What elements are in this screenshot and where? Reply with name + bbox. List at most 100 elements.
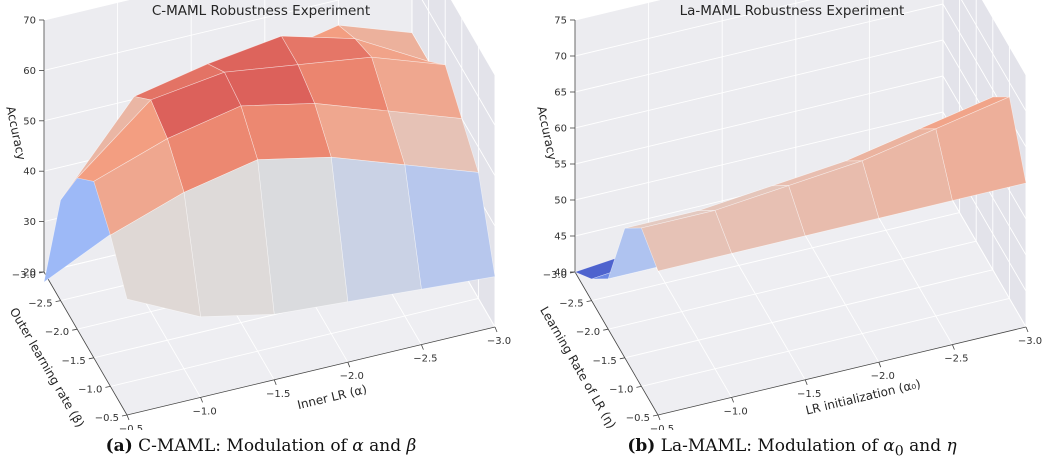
surface bbox=[43, 24, 496, 318]
z-tick-label: 65 bbox=[554, 88, 567, 99]
z-tick-label: 60 bbox=[23, 66, 36, 77]
x-tick-label: −1.0 bbox=[723, 406, 747, 417]
x-tick-label: −2.0 bbox=[340, 371, 364, 382]
y-tick-label: −1.0 bbox=[78, 384, 102, 395]
z-tick-label: 45 bbox=[554, 232, 567, 243]
x-tick-label: −1.0 bbox=[192, 406, 216, 417]
caption-a-var1: α bbox=[352, 436, 364, 456]
y-tick-label: −1.5 bbox=[62, 356, 86, 367]
z-tick-label: 75 bbox=[554, 16, 567, 27]
x-tick-mark bbox=[657, 414, 661, 421]
floor-pane bbox=[575, 184, 1026, 415]
x-tick-label: −2.5 bbox=[944, 354, 968, 365]
caption-b-and: and bbox=[909, 436, 942, 456]
grid-line bbox=[648, 254, 732, 398]
chart-panel-a: −0.5 −1.0 −1.5 −2.0 −2.5 −3.0 −0.5 −1.0 −1.5 −2.0… bbox=[0, 0, 522, 430]
y-tick-label: −2.0 bbox=[576, 327, 600, 338]
z-tick-label: 40 bbox=[23, 167, 36, 178]
z-tick-label: 30 bbox=[23, 217, 36, 228]
y-tick-mark bbox=[619, 357, 625, 360]
z-tick-label: 40 bbox=[554, 268, 567, 279]
x-tick-mark bbox=[1025, 326, 1029, 333]
x-tick-mark bbox=[731, 397, 734, 403]
tick-labels: −0.5 −1.0 −1.5 −2.0 −2.5 −3.0 −0.5 −1.0 −1.5 −2.0… bbox=[12, 16, 511, 431]
z-tick-label: 50 bbox=[554, 196, 567, 207]
grid-line bbox=[641, 297, 1010, 387]
x-tick-mark bbox=[421, 344, 424, 350]
grid-line bbox=[721, 236, 806, 381]
caption-a-tag: (a) bbox=[105, 436, 133, 456]
y-tick-mark bbox=[55, 300, 61, 302]
grid-line bbox=[608, 240, 977, 330]
y-tick-mark bbox=[88, 357, 94, 360]
z-tick-label: 70 bbox=[23, 16, 36, 27]
x-tick-mark bbox=[804, 379, 808, 385]
y-tick-label: −2.5 bbox=[559, 299, 583, 310]
caption-b-var1: α bbox=[883, 436, 895, 456]
y-tick-label: −2.0 bbox=[45, 327, 69, 338]
z-tick-label: 70 bbox=[554, 52, 567, 63]
z-tick-label: 20 bbox=[23, 268, 36, 279]
chart-panel-b: −0.5 −1.0 −1.5 −2.0 −2.5 −3.0 −0.5 −1.0 −1.5 −2.0… bbox=[531, 0, 1053, 430]
x-tick-label: −3.0 bbox=[487, 336, 511, 347]
x-tick-mark bbox=[126, 414, 130, 421]
surface-chart-cmaml: −0.5 −1.0 −1.5 −2.0 −2.5 −3.0 −0.5 −1.0 −1.5 −2.0… bbox=[3, 0, 511, 431]
grid-line bbox=[450, 0, 496, 76]
grid-line bbox=[110, 297, 479, 387]
y-tick-mark bbox=[586, 300, 592, 302]
tick-labels: −0.5 −1.0 −1.5 −2.0 −2.5 −3.0 −0.5 −1.0 −1.5 −2.0… bbox=[543, 16, 1042, 431]
chart-title-a: C-MAML Robustness Experiment bbox=[151, 3, 371, 19]
chart-title-b: La-MAML Robustness Experiment bbox=[679, 3, 905, 19]
caption-a-and: and bbox=[369, 436, 402, 456]
x-axis-line bbox=[657, 326, 1027, 416]
z-tick-label: 50 bbox=[23, 116, 36, 127]
x-tick-label: −3.0 bbox=[1018, 336, 1042, 347]
y-tick-label: −3.0 bbox=[12, 270, 36, 281]
z-tick-label: 55 bbox=[554, 160, 567, 171]
x-axis-label: LR initialization (α₀) bbox=[804, 377, 922, 418]
z-axis-label: Accuracy bbox=[3, 105, 28, 162]
z-tick-label: 60 bbox=[554, 124, 567, 135]
grid-line bbox=[574, 0, 812, 57]
x-tick-label: −0.5 bbox=[119, 424, 143, 430]
y-axis-line bbox=[574, 271, 659, 416]
y-tick-label: −1.0 bbox=[609, 384, 633, 395]
surface bbox=[574, 96, 1027, 280]
x-axis-line bbox=[126, 326, 496, 416]
x-tick-mark bbox=[494, 326, 498, 333]
x-tick-label: −1.5 bbox=[266, 389, 290, 400]
y-tick-label: −2.5 bbox=[28, 299, 52, 310]
y-tick-label: −0.5 bbox=[95, 413, 119, 424]
grid-line bbox=[574, 3, 944, 93]
grid-line bbox=[574, 111, 944, 201]
y-tick-label: −1.5 bbox=[593, 356, 617, 367]
caption-a-text: C-MAML: Modulation of bbox=[138, 436, 347, 456]
surface-patch bbox=[640, 210, 733, 272]
grid-line bbox=[942, 183, 1027, 328]
y-tick-mark bbox=[652, 414, 659, 417]
y-tick-mark bbox=[72, 328, 78, 331]
grid-line bbox=[981, 0, 1027, 76]
y-tick-mark bbox=[121, 414, 128, 417]
grid-line bbox=[574, 39, 944, 129]
y-tick-label: −3.0 bbox=[543, 270, 567, 281]
y-tick-label: −0.5 bbox=[626, 413, 650, 424]
grid-line bbox=[961, 0, 1027, 112]
x-tick-mark bbox=[200, 397, 203, 403]
caption-b-text: La-MAML: Modulation of bbox=[660, 436, 878, 456]
x-tick-label: −0.5 bbox=[650, 424, 674, 430]
grid-line bbox=[869, 201, 953, 345]
surface-chart-lamaml: −0.5 −1.0 −1.5 −2.0 −2.5 −3.0 −0.5 −1.0 −1.5 −2.0… bbox=[534, 0, 1042, 431]
grid-line bbox=[624, 269, 993, 359]
x-tick-mark bbox=[273, 379, 277, 385]
caption-b-var1-sub: 0 bbox=[894, 443, 904, 460]
grid-line bbox=[574, 0, 661, 21]
grid-line bbox=[43, 0, 341, 71]
caption-a-var2: β bbox=[406, 436, 417, 456]
grid-line bbox=[574, 75, 944, 165]
y-tick-mark bbox=[603, 328, 609, 331]
caption-b-tag: (b) bbox=[627, 436, 656, 456]
x-tick-label: −2.5 bbox=[413, 354, 437, 365]
grid-line bbox=[421, 0, 496, 126]
caption-b-var2: η bbox=[946, 436, 957, 456]
